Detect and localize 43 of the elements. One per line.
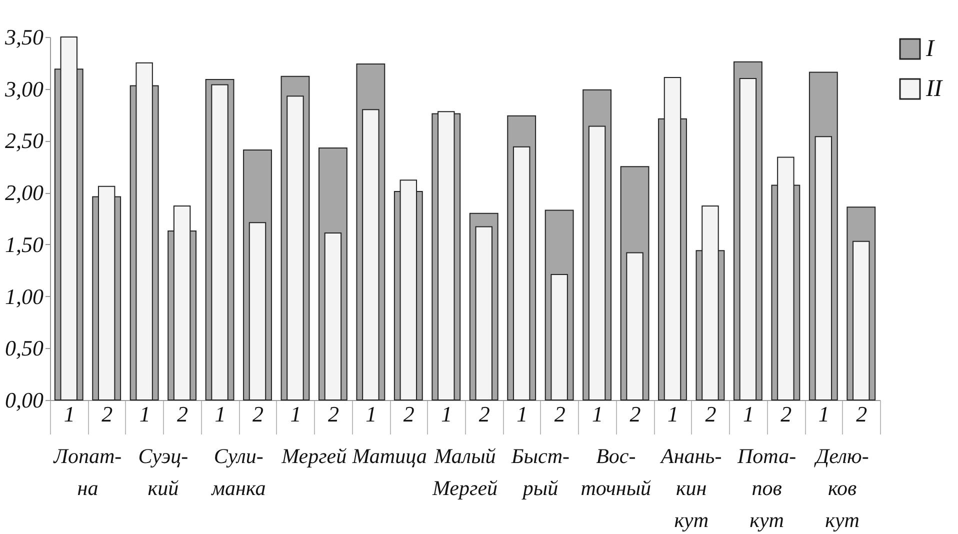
x-tick-label: 2 [856, 402, 868, 426]
x-tick-label: 2 [705, 402, 716, 426]
y-tick-label: 1,50 [5, 232, 44, 257]
y-tick-label: 3,00 [4, 76, 44, 102]
x-tick-label: 1 [742, 402, 754, 426]
x-tick-label: 1 [818, 402, 830, 426]
x-tick-label: 1 [592, 402, 604, 426]
legend-label: II [925, 76, 943, 102]
x-tick-label: 2 [102, 402, 113, 426]
y-tick-label: 1,00 [5, 284, 44, 309]
text: Делю- ков кут [814, 444, 869, 532]
text: Суэц- кий [138, 444, 188, 500]
text: Малый Мергей [431, 444, 498, 500]
y-tick-label: 0,00 [5, 388, 44, 412]
x-tick-label: 1 [668, 402, 678, 426]
text: Мергей [280, 444, 348, 468]
text: Вос- точный [580, 444, 652, 500]
x-tick-label: 1 [441, 402, 452, 426]
x-tick-label: 1 [290, 402, 302, 426]
y-tick-label: 2,00 [5, 180, 44, 206]
x-tick-label: 2 [252, 402, 264, 426]
y-tick-label: 2,50 [5, 128, 44, 154]
x-tick-label: 2 [780, 402, 792, 426]
text: Сули- манка [210, 444, 266, 500]
x-tick-label: 1 [516, 402, 528, 426]
x-tick-label: 2 [403, 402, 414, 426]
text: Матица [351, 444, 427, 468]
x-tick-label: 1 [366, 402, 377, 426]
x-tick-label: 2 [328, 402, 339, 426]
x-tick-label: 1 [214, 402, 226, 426]
x-tick-label: 2 [478, 402, 490, 426]
x-tick-label: 2 [177, 402, 188, 426]
text: Лопат- на [52, 444, 122, 500]
x-tick-label: 2 [630, 402, 641, 426]
y-tick-label: 0,50 [5, 336, 44, 361]
x-tick-label: 1 [64, 402, 75, 426]
x-tick-label: 1 [139, 402, 150, 426]
y-tick-label: 3,50 [4, 24, 44, 50]
x-tick-label: 2 [554, 402, 566, 426]
text: Быст- рый [510, 444, 570, 500]
legend-label: I [925, 36, 935, 62]
text: Пота- пов кут [736, 444, 796, 532]
text: Анань- кин кут [659, 444, 722, 532]
